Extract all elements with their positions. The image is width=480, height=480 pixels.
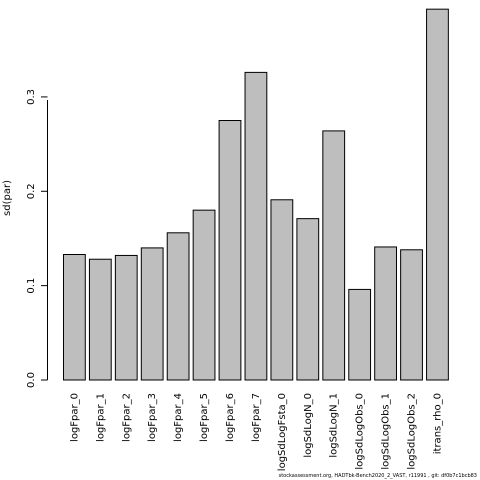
x-tick-label: logFpar_6: [225, 393, 236, 442]
bar-logFpar_2: [114, 254, 138, 381]
x-axis-labels: logFpar_0 logFpar_1 logFpar_2 logFpar_3 logF…: [69, 393, 443, 471]
bar-logFpar_4: [166, 232, 190, 381]
bar-logFpar_5: [192, 209, 216, 381]
x-tick-label: logFpar_4: [173, 393, 184, 442]
x-tick-label: logSdLogFsta_0: [277, 393, 288, 471]
footer-caption: stockassessment.org, HADTbk-Bench2020_2_…: [278, 473, 477, 479]
x-tick-label: logSdLogObs_0: [355, 393, 366, 470]
bar-logFpar_1: [88, 258, 112, 381]
bar-logFpar_7: [244, 71, 268, 381]
y-tick-label: 0.0: [26, 372, 37, 388]
bar-logFpar_6: [218, 120, 242, 381]
x-tick-label: logSdLogObs_2: [407, 393, 418, 470]
x-tick-label: logFpar_5: [199, 393, 210, 442]
bars: [63, 8, 449, 381]
x-tick-label: logFpar_2: [121, 393, 132, 442]
x-tick-label: logSdLogObs_1: [381, 393, 392, 470]
y-axis-ticks: 0.0 0.1 0.2 0.3: [26, 89, 48, 388]
x-tick-label: logSdLogN_1: [329, 393, 340, 458]
y-axis-title: sd(par): [2, 180, 13, 216]
x-tick-label: logFpar_3: [147, 393, 158, 442]
bar-logSdLogFsta_0: [270, 199, 294, 381]
bar-logFpar_0: [63, 254, 86, 381]
bar-logSdLogN_1: [322, 130, 346, 381]
x-tick-label: logFpar_0: [69, 393, 80, 442]
bar-logFpar_3: [140, 247, 164, 381]
x-tick-label: logSdLogN_0: [303, 393, 314, 458]
bar-logSdLogObs_0: [348, 288, 372, 381]
y-tick-label: 0.2: [26, 183, 37, 199]
x-tick-label: itrans_rho_0: [432, 393, 443, 454]
x-tick-label: logFpar_1: [95, 393, 106, 442]
bar-itrans_rho_0: [426, 8, 449, 381]
y-tick-label: 0.1: [26, 278, 37, 294]
bar-logSdLogObs_2: [400, 249, 423, 381]
x-tick-label: logFpar_7: [251, 393, 262, 442]
bar-logSdLogN_0: [296, 218, 320, 381]
y-tick-label: 0.3: [26, 89, 37, 105]
bar-logSdLogObs_1: [374, 246, 397, 381]
